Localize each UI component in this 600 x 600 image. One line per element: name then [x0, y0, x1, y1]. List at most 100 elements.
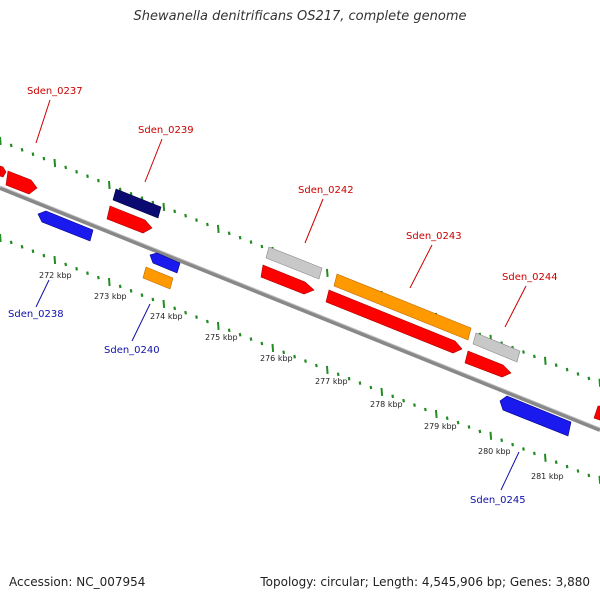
minor-tick	[315, 363, 318, 368]
minor-tick	[184, 213, 187, 218]
cds-feature[interactable]	[472, 332, 521, 363]
minor-tick	[227, 231, 231, 236]
minor-tick	[97, 178, 100, 183]
major-tick	[544, 356, 547, 365]
cds-feature[interactable]	[464, 350, 512, 378]
scale-tick-label: 275 kbp	[205, 333, 238, 342]
minor-tick	[260, 341, 264, 346]
major-tick	[326, 365, 329, 374]
minor-tick	[184, 310, 187, 315]
minor-tick	[445, 416, 449, 421]
genome-backbone	[0, 186, 600, 432]
cds-feature[interactable]	[265, 246, 323, 280]
minor-tick	[336, 372, 340, 377]
accession-info: Accession: NC_007954	[9, 575, 146, 589]
minor-tick	[402, 398, 405, 403]
minor-tick	[151, 297, 155, 302]
major-tick	[162, 299, 166, 308]
scale-tick-label: 274 kbp	[150, 312, 183, 321]
minor-tick	[467, 425, 471, 429]
minor-tick	[173, 306, 177, 311]
cds-feature[interactable]	[325, 289, 463, 354]
gene-label-sden-0239[interactable]: Sden_0239	[138, 125, 194, 136]
gene-label-sden-0237[interactable]: Sden_0237	[27, 86, 83, 97]
minor-tick	[293, 354, 296, 359]
minor-tick	[576, 469, 580, 473]
minor-tick	[64, 165, 68, 170]
minor-tick	[565, 464, 569, 469]
cds-feature[interactable]	[149, 252, 181, 274]
scale-tick-label: 277 kbp	[315, 377, 348, 386]
minor-tick	[206, 222, 209, 227]
minor-tick	[456, 420, 460, 425]
minor-tick	[347, 376, 351, 381]
genome-backbone-highlight	[0, 185, 600, 429]
scale-tick-label: 278 kbp	[370, 400, 403, 409]
gene-label-sden-0240[interactable]: Sden_0240	[104, 345, 160, 356]
minor-tick	[75, 266, 78, 271]
cds-feature[interactable]	[593, 405, 600, 421]
minor-tick	[522, 350, 525, 354]
minor-tick	[369, 385, 373, 390]
cds-feature[interactable]	[0, 165, 7, 178]
minor-tick	[42, 156, 46, 161]
minor-tick	[249, 240, 253, 244]
minor-tick	[20, 147, 24, 152]
label-connectors	[35, 99, 527, 491]
cds-feature[interactable]	[37, 210, 94, 242]
scale-labels: 272 kbp 273 kbp 274 kbp 275 kbp 276 kbp …	[39, 271, 564, 481]
minor-tick	[282, 350, 286, 355]
major-tick	[271, 343, 275, 352]
minor-tick	[118, 284, 122, 289]
cds-feature[interactable]	[333, 273, 472, 341]
minor-tick	[500, 438, 504, 443]
minor-tick	[522, 447, 525, 451]
minor-tick	[195, 218, 198, 222]
major-tick	[435, 409, 438, 418]
minor-tick	[587, 376, 591, 381]
minor-tick	[533, 451, 536, 456]
minor-tick	[173, 209, 177, 214]
major-tick	[108, 277, 111, 287]
major-tick	[380, 387, 384, 396]
minor-tick	[129, 288, 133, 293]
minor-tick	[31, 152, 35, 157]
gene-label-sden-0238[interactable]: Sden_0238	[8, 309, 64, 320]
cds-feature[interactable]	[5, 170, 38, 195]
major-tick	[0, 233, 2, 243]
cds-feature[interactable]	[112, 188, 162, 219]
gene-labels: Sden_0237 Sden_0239 Sden_0242 Sden_0243 …	[8, 86, 558, 506]
minor-tick	[86, 174, 89, 179]
minor-tick	[413, 403, 416, 407]
minor-tick	[140, 293, 144, 298]
scale-tick-label: 273 kbp	[94, 292, 127, 301]
gene-label-sden-0245[interactable]: Sden_0245	[470, 495, 526, 506]
scale-tick-label: 279 kbp	[424, 422, 457, 431]
minor-tick	[31, 249, 35, 254]
minor-tick	[249, 337, 253, 341]
major-tick	[53, 255, 57, 265]
minor-tick	[587, 473, 591, 478]
cds-feature[interactable]	[142, 266, 174, 290]
minor-tick	[478, 429, 482, 434]
gene-label-sden-0244[interactable]: Sden_0244	[502, 272, 558, 283]
minor-tick	[511, 442, 514, 447]
major-tick	[108, 180, 111, 190]
minor-tick	[238, 332, 242, 337]
genome-summary: Topology: circular; Length: 4,545,906 bp…	[260, 575, 590, 589]
minor-tick	[206, 319, 209, 324]
gene-label-sden-0243[interactable]: Sden_0243	[406, 231, 462, 242]
scale-tick-label: 281 kbp	[531, 472, 564, 481]
cds-feature[interactable]	[106, 205, 153, 234]
minor-tick	[97, 275, 100, 280]
minor-tick	[533, 354, 536, 359]
cds-feature[interactable]	[499, 395, 572, 437]
gene-label-sden-0242[interactable]: Sden_0242	[298, 185, 354, 196]
minor-tick	[9, 143, 13, 148]
major-tick	[544, 453, 547, 462]
cds-feature[interactable]	[260, 264, 315, 295]
minor-tick	[42, 253, 46, 258]
major-tick	[326, 268, 329, 277]
